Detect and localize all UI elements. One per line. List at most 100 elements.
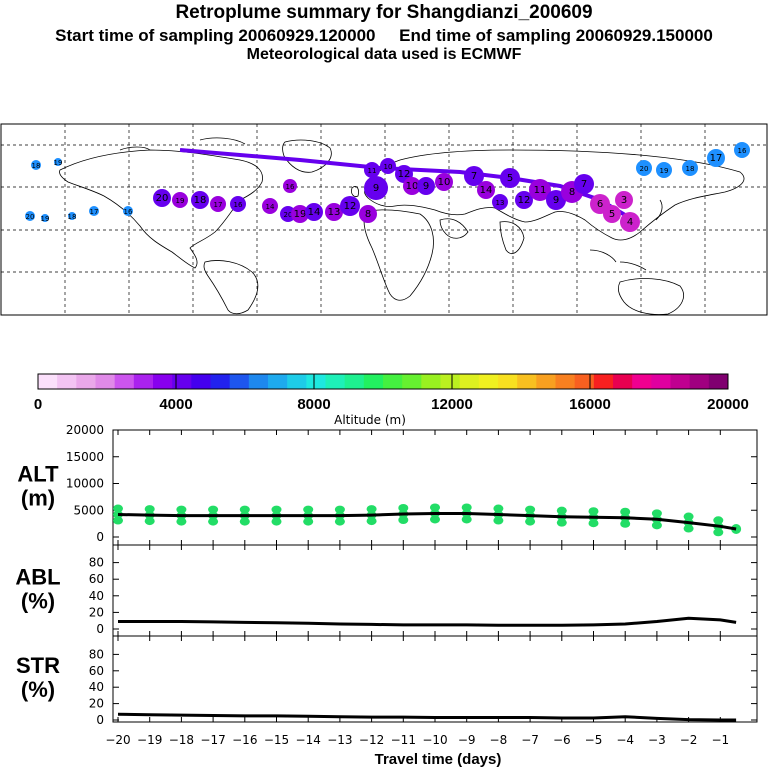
plume-marker: 16 (283, 179, 297, 193)
plume-marker: 12 (515, 191, 533, 209)
plume-marker-dot (123, 206, 133, 216)
colorbar-swatch (708, 374, 729, 389)
x-tick-label: −14 (296, 733, 321, 747)
plume-marker-label: 9 (553, 195, 559, 206)
plume-marker-dot (210, 196, 226, 212)
plume-marker-label: 10 (438, 177, 451, 188)
colorbar-swatch (421, 374, 441, 389)
series-line-str (117, 712, 737, 722)
y-tick-label: 80 (89, 647, 104, 661)
y-tick-label: 60 (89, 664, 104, 678)
y-axis-label: ABL (15, 565, 60, 590)
plume-marker: 20 (153, 189, 171, 207)
alt-scatter-point (176, 505, 187, 514)
plume-marker: 12 (340, 196, 360, 216)
x-tick-label: −10 (422, 733, 447, 747)
y-axis-label: ALT (17, 462, 59, 487)
plume-marker-dot (364, 162, 380, 178)
plume-marker-label: 12 (518, 195, 531, 206)
plume-marker-dot (492, 194, 508, 210)
plume-marker-dot (636, 160, 652, 176)
plume-marker: 3 (615, 191, 633, 209)
panel-alt: 0 5000 10000 15000 20000 ALT(m) (17, 423, 758, 546)
colorbar-swatch (613, 374, 633, 389)
sampling-time-range: Start time of sampling 20060929.120000 E… (55, 26, 713, 45)
plume-marker-label: 17 (710, 153, 723, 164)
colorbar-swatch (153, 374, 173, 389)
y-tick-label: 60 (89, 572, 104, 586)
altitude-colorbar: 0 4000 8000 12000 16000 20000 Altitude (m) (34, 373, 749, 427)
alt-scatter-point (713, 528, 724, 537)
coastlines (59, 137, 745, 315)
plume-marker-label: 14 (480, 185, 493, 196)
alt-scatter-point (239, 517, 250, 526)
plume-marker: 19 (656, 162, 672, 178)
plume-marker: 13 (492, 194, 508, 210)
x-tick-labels: −20 −19 −18 −17 −16 −15 −14 −13 −12 −11 −10 −9 −8 −7−… (105, 733, 729, 747)
colorbar-swatch (38, 374, 58, 389)
x-tick-label: −17 (200, 733, 225, 747)
y-tick-label: 40 (89, 680, 104, 694)
plume-marker-label: 3 (621, 195, 627, 206)
colorbar-swatch (172, 374, 192, 389)
plume-marker-dot (707, 149, 725, 167)
x-tick-label: −2 (680, 733, 698, 747)
colorbar-swatch (229, 374, 250, 389)
x-tick-label: −12 (359, 733, 384, 747)
plume-marker-label: 19 (294, 209, 307, 220)
plume-marker: 16 (734, 142, 750, 158)
alt-scatter-point (334, 517, 345, 526)
colorbar-swatch (670, 374, 691, 389)
alt-scatter-point (398, 503, 409, 512)
alt-scatter-point (176, 517, 187, 526)
colorbar-swatch (248, 374, 269, 389)
plume-marker-dot (325, 203, 343, 221)
plume-marker-dot (500, 168, 520, 188)
plume-marker: 16 (123, 206, 133, 216)
plume-marker-dot (41, 214, 49, 222)
plume-marker-dot (656, 162, 672, 178)
plume-marker-dot (615, 191, 633, 209)
alt-scatter-point (683, 524, 694, 533)
plume-marker-label: 13 (328, 207, 341, 218)
colorbar-swatch (363, 374, 384, 389)
alt-scatter-point (525, 517, 536, 526)
colorbar-swatch (325, 374, 346, 389)
plume-marker: 10 (380, 158, 396, 174)
plume-marker: 7 (574, 174, 594, 194)
colorbar-swatch (57, 374, 77, 389)
x-tick-label: −19 (137, 733, 162, 747)
plume-marker-label: 19 (41, 215, 50, 223)
plume-marker-label: 16 (234, 201, 243, 209)
plume-marker-label: 9 (373, 183, 379, 194)
alt-scatter-point (430, 515, 440, 524)
alt-scatter-point (208, 505, 219, 514)
plume-marker: 17 (210, 196, 226, 212)
y-tick-label: 20 (89, 605, 104, 619)
plume-marker-dot (191, 191, 209, 209)
colorbar-swatch (651, 374, 671, 389)
plume-marker-dot (734, 142, 750, 158)
plume-marker-dot (359, 205, 377, 223)
plume-marker-label: 18 (194, 195, 207, 206)
colorbar-tick-label: 20000 (707, 396, 749, 413)
alt-scatter-point (556, 518, 567, 527)
colorbar-tick-label: 0 (34, 396, 42, 413)
map-gridlines (1, 124, 767, 315)
alt-scatter-point (398, 515, 409, 524)
y-tick-label: 20000 (66, 423, 104, 437)
plume-marker-label: 6 (597, 199, 603, 210)
plume-marker: 9 (417, 177, 435, 195)
colorbar-label: Altitude (m) (334, 413, 406, 427)
colorbar-swatch (76, 374, 96, 389)
colorbar-tick-label: 12000 (431, 396, 473, 413)
plume-marker: 5 (603, 205, 621, 223)
alt-scatter-point (461, 503, 472, 512)
plume-marker: 10 (435, 173, 453, 191)
plume-marker-label: 18 (68, 213, 77, 221)
plume-marker-label: 18 (32, 162, 41, 170)
plume-marker-label: 19 (54, 159, 63, 167)
panel-abl: 0 20 40 60 80 ABL(%) (15, 544, 758, 637)
